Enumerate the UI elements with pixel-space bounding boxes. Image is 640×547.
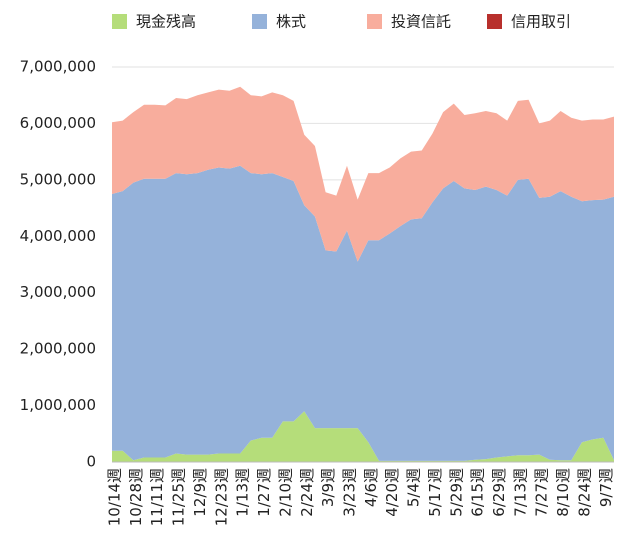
x-tick-label: 3/23週 <box>340 468 358 517</box>
legend-label: 現金残高 <box>136 13 196 31</box>
x-tick-label: 4/6週 <box>362 468 380 507</box>
area <box>112 86 614 262</box>
x-tick-label: 10/14週 <box>106 468 124 526</box>
x-tick-label: 8/10週 <box>554 468 572 517</box>
legend-swatch <box>487 14 502 29</box>
x-tick-label: 10/28週 <box>127 468 145 526</box>
y-tick-label: 3,000,000 <box>20 283 96 301</box>
y-tick-label: 1,000,000 <box>20 396 96 414</box>
x-tick-label: 8/24週 <box>575 468 593 517</box>
x-tick-label: 12/23週 <box>212 468 230 526</box>
x-tick-label: 11/11週 <box>148 468 166 526</box>
legend-label: 信用取引 <box>511 13 571 31</box>
x-tick-label: 2/24週 <box>298 468 316 517</box>
area <box>112 411 614 462</box>
legend-swatch <box>367 14 382 29</box>
y-tick-label: 5,000,000 <box>20 170 96 188</box>
x-tick-label: 5/17週 <box>426 468 444 517</box>
x-tick-label: 9/7週 <box>597 468 615 507</box>
x-tick-label: 2/10週 <box>276 468 294 517</box>
y-tick-label: 6,000,000 <box>20 114 96 132</box>
x-tick-label: 12/9週 <box>191 468 209 517</box>
legend-swatch <box>112 14 127 29</box>
y-tick-label: 2,000,000 <box>20 340 96 358</box>
x-tick-label: 7/27週 <box>533 468 551 517</box>
y-tick-label: 0 <box>86 453 96 471</box>
x-tick-label: 5/4週 <box>405 468 423 507</box>
x-tick-label: 6/29週 <box>490 468 508 517</box>
x-tick-label: 7/13週 <box>511 468 529 517</box>
legend-label: 投資信託 <box>391 13 451 31</box>
legend-label: 株式 <box>276 13 306 31</box>
x-tick-label: 3/9週 <box>319 468 337 507</box>
x-tick-label: 5/29週 <box>447 468 465 517</box>
legend-swatch <box>252 14 267 29</box>
x-tick-label: 11/25週 <box>170 468 188 526</box>
x-tick-label: 6/15週 <box>469 468 487 517</box>
x-tick-label: 4/20週 <box>383 468 401 517</box>
x-tick-label: 1/13週 <box>234 468 252 517</box>
y-tick-label: 7,000,000 <box>20 58 96 76</box>
y-tick-label: 4,000,000 <box>20 227 96 245</box>
area <box>112 165 614 461</box>
x-tick-label: 1/27週 <box>255 468 273 517</box>
